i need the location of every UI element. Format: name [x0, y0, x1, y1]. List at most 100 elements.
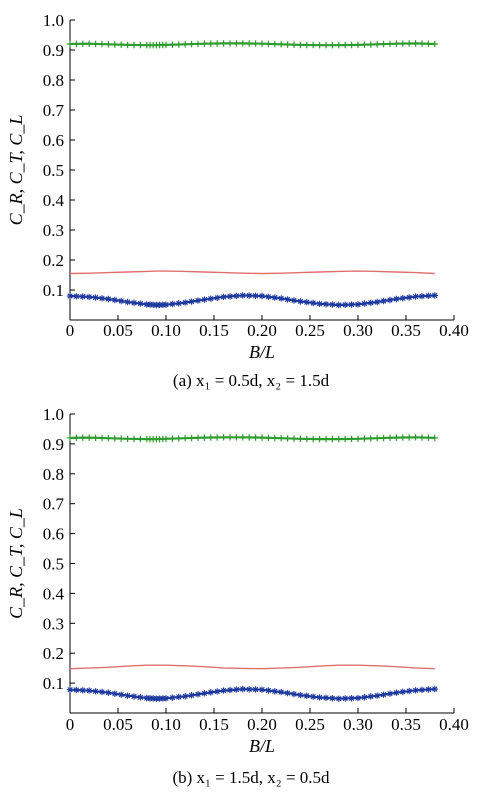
series-0-point [284, 41, 291, 48]
series-0-point [431, 434, 438, 442]
series-0-point [79, 40, 86, 47]
series-0-point [169, 435, 176, 442]
series-0-point [124, 41, 131, 49]
x-tick-label: 0.30 [343, 321, 373, 340]
series-2-point [335, 301, 342, 309]
series-2-point [393, 689, 400, 696]
x-tick-label: 0.05 [103, 321, 133, 340]
series-0-point [73, 40, 80, 48]
series-0-point [393, 40, 400, 47]
series-2-point [329, 301, 336, 308]
series-2-point [111, 296, 118, 304]
series-2-point [380, 297, 387, 305]
series-2-point [220, 687, 227, 694]
series-2-point [297, 691, 304, 699]
x-tick-label: 0.40 [439, 715, 469, 734]
series-2-point [226, 686, 234, 694]
series-2-point [239, 685, 246, 693]
series-0-point [316, 435, 323, 443]
series-2-line [69, 687, 435, 700]
series-0-point [290, 435, 298, 442]
series-2-point [431, 685, 438, 693]
series-2-point [182, 693, 189, 700]
series-0-point [86, 434, 93, 441]
y-tick-label: 0.1 [43, 281, 64, 300]
series-2-point [342, 301, 349, 308]
x-tick-label: 0.15 [199, 321, 229, 340]
series-2-point [201, 690, 208, 697]
series-0-point [118, 41, 125, 48]
series-0-point [425, 40, 432, 47]
series-2-point [386, 690, 394, 697]
series-2-point [98, 688, 106, 696]
series-0-point [271, 40, 278, 48]
series-0-point [329, 435, 336, 443]
series-0-point [175, 435, 182, 442]
series-0-point [162, 435, 170, 443]
y-axis-label: C_R, C_T, C_L [6, 508, 26, 619]
series-2-point [271, 294, 278, 301]
series-2-point [329, 695, 336, 702]
series-0-point [322, 435, 330, 443]
y-tick-label: 0.4 [43, 584, 65, 603]
series-0-point [399, 40, 406, 47]
series-0-point [418, 434, 426, 441]
series-2-point [130, 299, 138, 306]
series-2-point [246, 292, 253, 299]
series-2-point [124, 692, 131, 699]
series-2-point [258, 686, 266, 693]
series-2-point [239, 292, 246, 299]
panel-a: 0.1 0.2 0.3 0.4 0.5 0.6 0.7 0.8 0.9 1.0 0 0.05 0.10 0… [6, 11, 469, 390]
series-2-point [220, 293, 227, 301]
series-0-point [412, 40, 419, 47]
series-0-point [342, 435, 349, 443]
series-0-point [246, 40, 253, 47]
series-0-point [335, 42, 342, 49]
x-tick-label: 0.15 [199, 715, 229, 734]
series-0-point [380, 434, 387, 442]
series-0-point [329, 42, 336, 49]
x-tick-label: 0.35 [391, 321, 421, 340]
y-tick-label: 0.3 [43, 614, 64, 633]
series-0-point [182, 435, 189, 442]
series-0-point [194, 434, 202, 442]
x-axis-label: B/L [249, 342, 275, 362]
series-2-point [418, 686, 426, 694]
series-0-point [105, 41, 112, 48]
series-2-point [73, 293, 80, 300]
series-2-point [316, 694, 323, 701]
series-0-point [354, 435, 362, 443]
y-axis-label: C_R, C_T, C_L [6, 115, 26, 226]
series-0-point [406, 434, 413, 441]
series-0-point [111, 41, 118, 48]
series-2-point [412, 687, 419, 694]
y-tick-label: 0.2 [43, 644, 64, 663]
y-tick-label: 0.7 [43, 495, 65, 514]
y-tick-label: 0.9 [43, 435, 64, 454]
series-2-point [92, 294, 99, 301]
series-0-point [124, 435, 131, 443]
y-tick-label: 0.2 [43, 251, 64, 270]
series-2-point [175, 693, 182, 701]
x-tick-label: 0.25 [295, 715, 325, 734]
series-2-point [137, 300, 144, 307]
series-0-point [118, 435, 125, 442]
series-2-point [137, 694, 144, 701]
y-tick-label: 0.6 [43, 131, 64, 150]
series-0-point [194, 40, 202, 48]
series-0-point [425, 434, 432, 441]
series-0-point [79, 434, 86, 441]
series-0-point [271, 434, 278, 442]
series-0-point [162, 41, 170, 49]
series-0-point [348, 435, 355, 443]
series-2-point [169, 300, 176, 308]
series-2-point [361, 300, 368, 307]
series-2-point [361, 694, 368, 701]
series-2-point [322, 694, 330, 702]
series-0-point [265, 40, 272, 48]
series-2-point [214, 688, 221, 695]
series-0-point [246, 434, 253, 441]
series-0-point [361, 435, 368, 442]
series-1-line [69, 664, 435, 670]
series-2-point [162, 301, 170, 308]
